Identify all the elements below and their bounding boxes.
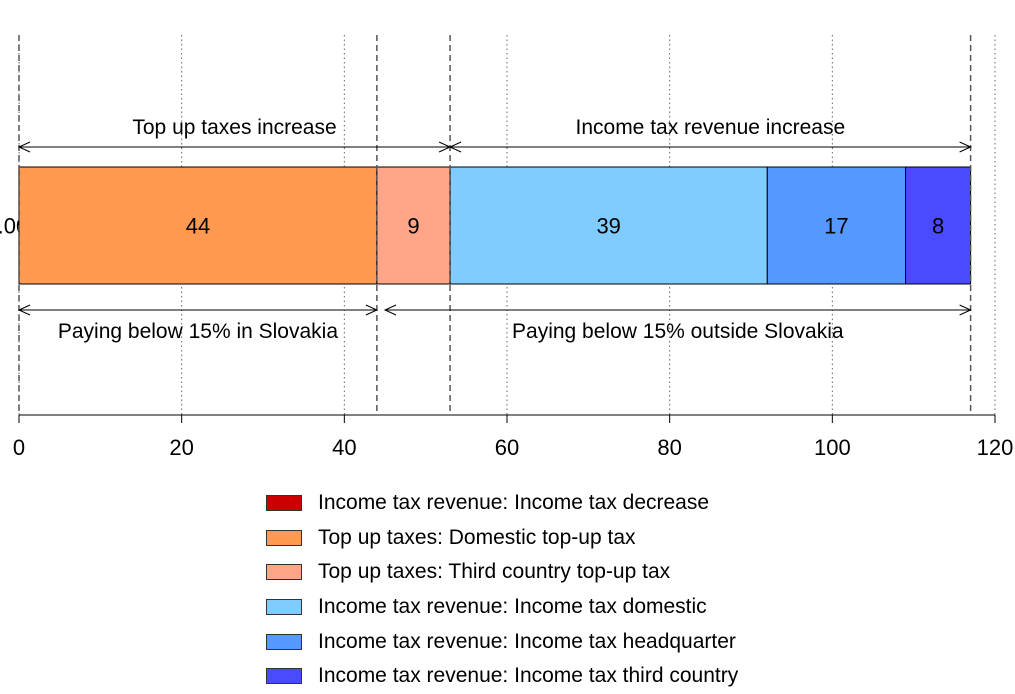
x-tick-label-120: 120 — [977, 435, 1014, 460]
legend-label-5: Income tax revenue: Income tax third cou… — [318, 664, 738, 688]
annotation-arrow-2 — [19, 305, 377, 315]
legend-swatch-4 — [266, 634, 302, 650]
legend-label-1: Top up taxes: Domestic top-up tax — [318, 526, 636, 550]
legend-label-4: Income tax revenue: Income tax headquart… — [318, 630, 736, 654]
annotation-label-3: Paying below 15% outside Slovakia — [512, 320, 844, 343]
bar-label-2: 9 — [407, 214, 419, 239]
annotation-label-1: Income tax revenue increase — [576, 116, 846, 139]
annotation-arrow-1 — [450, 142, 971, 152]
x-tick-label-100: 100 — [814, 435, 851, 460]
legend-item-2: Top up taxes: Third country top-up tax — [266, 555, 738, 590]
legend-label-3: Income tax revenue: Income tax domestic — [318, 595, 707, 619]
x-tick-label-60: 60 — [495, 435, 519, 460]
legend-swatch-3 — [266, 599, 302, 615]
legend-item-3: Income tax revenue: Income tax domestic — [266, 590, 738, 625]
x-tick-label-40: 40 — [332, 435, 356, 460]
legend-swatch-2 — [266, 564, 302, 580]
bar-label-3: 39 — [596, 214, 620, 239]
legend-swatch-5 — [266, 668, 302, 684]
x-tick-label-20: 20 — [169, 435, 193, 460]
legend-label-0: Income tax revenue: Income tax decrease — [318, 491, 709, 515]
annotation-label-2: Paying below 15% in Slovakia — [58, 320, 338, 343]
legend-swatch-1 — [266, 530, 302, 546]
legend-item-0: Income tax revenue: Income tax decrease — [266, 486, 738, 521]
legend-label-2: Top up taxes: Third country top-up tax — [318, 560, 670, 584]
chart-legend: Income tax revenue: Income tax decrease T… — [266, 486, 738, 694]
legend-swatch-0 — [266, 495, 302, 511]
x-tick-label-0: 0 — [13, 435, 25, 460]
annotation-arrow-3 — [385, 305, 971, 315]
legend-item-1: Top up taxes: Domestic top-up tax — [266, 521, 738, 556]
bar-label-4: 17 — [824, 214, 848, 239]
bar-label-1: 44 — [186, 214, 210, 239]
x-tick-label-80: 80 — [657, 435, 681, 460]
legend-item-5: Income tax revenue: Income tax third cou… — [266, 659, 738, 694]
legend-item-4: Income tax revenue: Income tax headquart… — [266, 624, 738, 659]
bar-label-5: 8 — [932, 214, 944, 239]
annotation-label-0: Top up taxes increase — [132, 116, 336, 139]
annotation-arrow-0 — [19, 142, 450, 152]
stacked-bar-chart: .00244939178Top up taxes increaseIncome … — [0, 0, 1015, 480]
